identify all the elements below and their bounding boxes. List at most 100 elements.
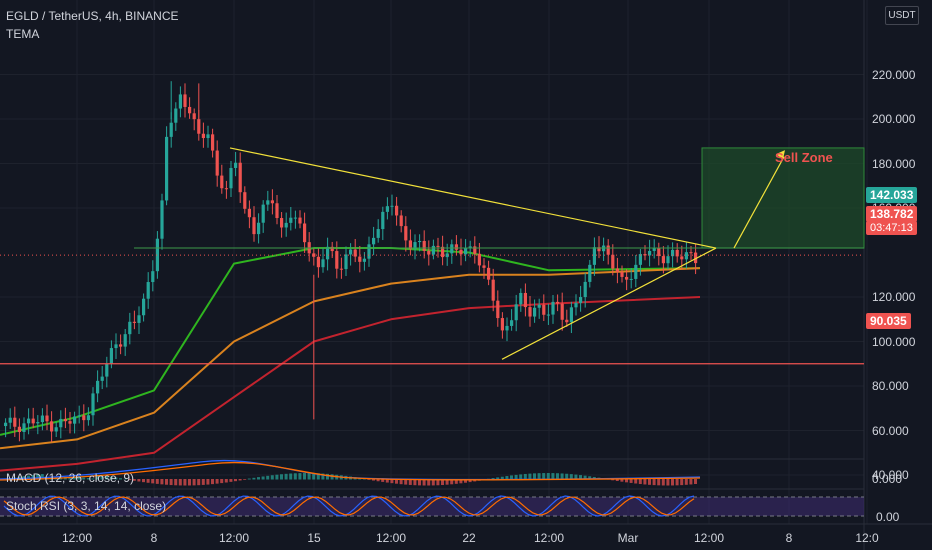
candle-body <box>335 251 339 269</box>
candle-body <box>689 252 693 254</box>
indicator-label[interactable]: TEMA <box>6 27 40 41</box>
candle-body <box>192 113 196 120</box>
candle-body <box>165 136 169 201</box>
macd-bar <box>82 477 86 480</box>
signal-line <box>0 461 701 481</box>
macd-bar <box>270 475 274 480</box>
macd-bar <box>307 473 311 480</box>
time-tick: 12:00 <box>375 531 407 545</box>
candle-body <box>468 246 472 248</box>
macd-bar <box>211 479 214 485</box>
macd-bar <box>445 479 449 485</box>
macd-bar <box>40 474 44 480</box>
macd-bar <box>234 479 237 482</box>
candle-body <box>229 167 233 189</box>
candle-body <box>611 254 615 269</box>
candle-body <box>661 256 665 264</box>
macd-bar <box>652 479 656 486</box>
candle-body <box>569 307 573 323</box>
macd-bar <box>505 476 509 480</box>
candle-body <box>353 249 357 257</box>
macd-bar <box>376 479 380 482</box>
candle-body <box>155 238 159 272</box>
candle-body <box>634 264 638 279</box>
macd-bar <box>666 479 670 486</box>
candle-body <box>142 298 146 316</box>
candle-body <box>638 254 642 265</box>
candle-body <box>270 200 274 204</box>
candle-body <box>454 244 458 250</box>
candle-body <box>684 252 688 260</box>
candle-body <box>671 249 675 257</box>
stoch-k-line <box>3 495 695 517</box>
macd-bar <box>583 475 587 480</box>
candle-body <box>362 258 366 262</box>
candle-body <box>303 223 307 243</box>
candle-body <box>358 256 362 262</box>
candle-body <box>151 271 155 283</box>
macd-bar <box>574 474 578 480</box>
candle-body <box>537 304 541 308</box>
candle-body <box>546 314 550 316</box>
candle-body <box>312 253 316 257</box>
candle-body <box>556 301 560 304</box>
macd-bar <box>160 479 164 485</box>
candle-body <box>413 242 417 250</box>
candle-body <box>316 256 320 268</box>
macd-bar <box>638 479 642 485</box>
macd-bar <box>197 479 201 486</box>
macd-bar <box>537 473 541 480</box>
sell-zone-label: Sell Zone <box>775 150 833 165</box>
candle-body <box>86 415 90 421</box>
time-tick: 8 <box>150 531 158 545</box>
drawings[interactable] <box>0 147 865 365</box>
macd-bar <box>551 473 555 480</box>
macd-bar <box>694 479 697 485</box>
macd-bar <box>229 479 233 482</box>
candle-body <box>652 248 656 251</box>
currency-button[interactable]: USDT <box>885 6 919 25</box>
candle-body <box>96 380 100 394</box>
macd-label[interactable]: MACD (12, 26, close, 9) <box>6 471 135 485</box>
candle-body <box>50 421 54 432</box>
macd-bar <box>422 479 426 486</box>
time-tick: 12:00 <box>61 531 93 545</box>
candle-body <box>477 253 481 266</box>
candle-body <box>349 249 353 255</box>
macd-bar <box>588 476 592 480</box>
symbol-title[interactable]: EGLD / TetherUS, 4h, BINANCE <box>6 9 179 23</box>
candle-body <box>82 415 86 421</box>
candle-body <box>119 344 123 347</box>
macd-bar <box>496 477 500 480</box>
candle-body <box>680 256 684 260</box>
candle-body <box>592 247 596 265</box>
macd-bar <box>31 475 35 480</box>
candle-body <box>459 249 463 255</box>
macd-bar <box>188 479 191 486</box>
candle-body <box>496 300 500 319</box>
candle-body <box>441 246 445 258</box>
candle-body <box>579 297 583 303</box>
macd-bar <box>459 479 463 484</box>
stoch-label[interactable]: Stoch RSI (3, 3, 14, 14, close) <box>6 499 167 513</box>
macd-bar <box>648 479 651 485</box>
macd-bar <box>404 479 408 485</box>
candle-body <box>109 348 113 364</box>
candle-body <box>45 415 49 422</box>
candle-body <box>620 272 624 277</box>
price-tick: 200.000 <box>872 112 916 126</box>
candle-body <box>211 134 215 151</box>
candle-body <box>574 302 578 308</box>
time-tick: 12:00 <box>218 531 250 545</box>
last-price-badge: 138.782 <box>866 206 918 222</box>
macd-bar <box>395 479 398 484</box>
arrow-head <box>776 150 785 160</box>
candle-body <box>73 416 77 424</box>
macd-bar <box>500 476 504 480</box>
macd-bar <box>201 479 205 485</box>
macd-bar <box>399 479 403 485</box>
candle-body <box>367 244 371 259</box>
macd-bar <box>123 478 127 480</box>
